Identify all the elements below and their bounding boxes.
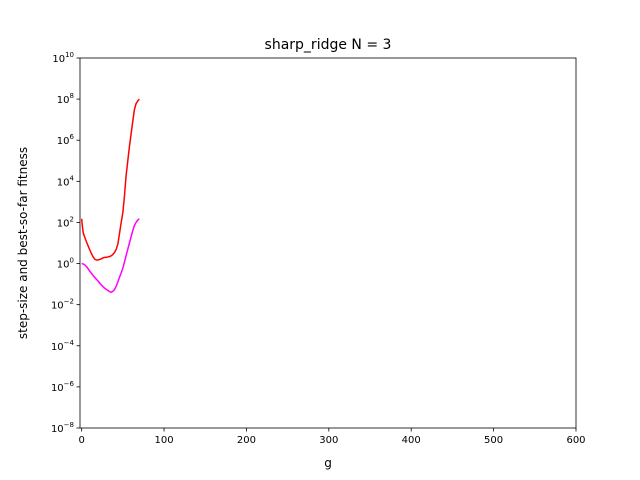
ticks-layer: 0 100 200 300 400 500 600 10−8 10−6 10−4 10−2 100 10… xyxy=(51,51,586,446)
x-tick-label: 100 xyxy=(154,435,173,446)
x-tick-label: 300 xyxy=(319,435,338,446)
series-line-1 xyxy=(80,98,140,261)
y-tick-label: 10−4 xyxy=(51,339,75,353)
x-tick-label: 600 xyxy=(566,435,585,446)
y-tick-label: 10−8 xyxy=(51,421,74,435)
plot-layer xyxy=(80,98,140,294)
y-tick-label: 10−2 xyxy=(51,298,74,312)
y-tick-label: 102 xyxy=(57,215,74,229)
x-tick-label: 200 xyxy=(237,435,256,446)
x-tick-label: 500 xyxy=(484,435,503,446)
y-tick-label: 104 xyxy=(57,174,75,188)
series-line-2 xyxy=(81,218,140,294)
plot-frame xyxy=(79,57,577,429)
y-tick-label: 100 xyxy=(57,257,74,271)
y-tick-label: 108 xyxy=(57,92,74,106)
x-axis-label: g xyxy=(324,456,332,470)
x-tick-label: 0 xyxy=(78,435,84,446)
y-tick-label: 106 xyxy=(57,133,75,147)
chart-title: sharp_ridge N = 3 xyxy=(265,37,392,53)
x-tick-label: 400 xyxy=(402,435,421,446)
y-axis-label: step-size and best-so-far fitness xyxy=(16,147,30,339)
y-tick-label: 1010 xyxy=(52,51,74,65)
y-tick-label: 10−6 xyxy=(51,380,75,394)
